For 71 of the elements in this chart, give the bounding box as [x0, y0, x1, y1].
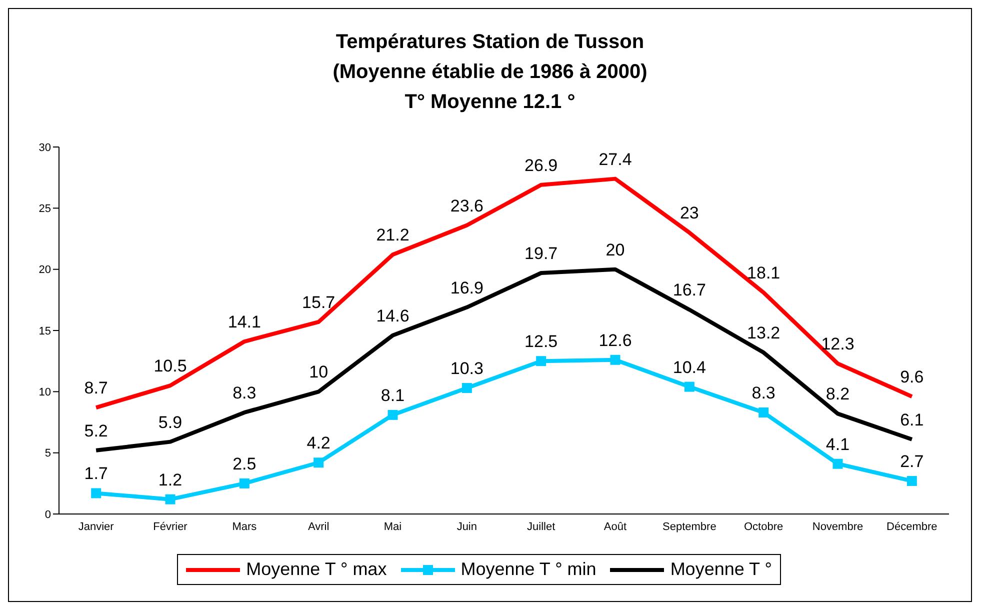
- data-label: 27.4: [598, 150, 632, 169]
- data-label: 8.7: [84, 378, 108, 398]
- x-tick-label: Décembre: [886, 520, 938, 533]
- data-label: 19.7: [524, 244, 558, 264]
- data-label: 4.2: [306, 434, 330, 453]
- data-label: 16.7: [672, 280, 706, 300]
- y-tick-label: 30: [38, 142, 51, 154]
- data-label: 2.7: [900, 452, 924, 471]
- data-label: 15.7: [302, 292, 336, 312]
- point: [239, 478, 250, 488]
- data-label: 6.1: [900, 410, 924, 430]
- data-label: 10.5: [154, 356, 187, 376]
- y-tick-label: 20: [38, 264, 51, 276]
- y-tick-label: 5: [44, 448, 51, 460]
- x-tick-label: Juin: [456, 520, 478, 533]
- point: [906, 476, 917, 486]
- data-label: 9.6: [900, 368, 924, 387]
- data-label: 14.1: [228, 312, 261, 332]
- y-tick-label: 15: [38, 325, 51, 338]
- x-tick-label: Février: [153, 520, 188, 533]
- data-label: 10.4: [672, 358, 706, 377]
- x-tick-label: Octobre: [744, 520, 784, 533]
- data-label: 10: [309, 362, 328, 382]
- data-label: 8.3: [752, 383, 776, 402]
- x-tick-label: Juillet: [527, 520, 556, 533]
- data-label: 26.9: [524, 156, 558, 175]
- point: [165, 494, 176, 504]
- chart-title: Températures Station de Tusson (Moyenne établie de 1986 à 2000) T° Moyenne 12.1 °: [332, 30, 648, 115]
- point: [388, 410, 398, 420]
- data-label: 23: [680, 204, 699, 223]
- point: [462, 382, 472, 393]
- point: [536, 356, 546, 366]
- data-label: 4.1: [826, 434, 850, 454]
- legend-label: Moyenne T ° max: [245, 559, 387, 580]
- data-label: 14.6: [376, 306, 410, 326]
- x-tick-label: Septembre: [662, 520, 716, 533]
- point: [832, 458, 843, 469]
- point: [610, 354, 620, 365]
- data-label: 8.2: [826, 384, 850, 404]
- data-label: 10.3: [450, 358, 484, 378]
- data-label: 2.5: [232, 454, 256, 474]
- x-tick-label: Août: [604, 520, 627, 533]
- data-label: 12.6: [598, 330, 632, 350]
- x-tick-label: Mars: [232, 520, 258, 533]
- point: [91, 488, 102, 498]
- x-tick-label: Mai: [384, 520, 402, 533]
- data-label: 23.6: [450, 196, 484, 216]
- data-label: 5.9: [158, 412, 182, 432]
- data-label: 8.3: [232, 383, 256, 402]
- legend-label: Moyenne T °: [669, 559, 772, 580]
- data-label: 5.2: [84, 421, 108, 440]
- y-tick-label: 10: [38, 386, 51, 399]
- x-tick-label: Novembre: [812, 520, 864, 533]
- data-label: 8.1: [380, 386, 405, 405]
- data-label: 21.2: [376, 226, 410, 245]
- data-label: 13.2: [747, 324, 780, 343]
- point: [314, 458, 324, 468]
- point: [684, 382, 694, 392]
- legend-label: Moyenne T ° min: [460, 559, 596, 580]
- data-label: 16.9: [450, 278, 484, 298]
- data-label: 1.2: [158, 470, 182, 490]
- data-label: 18.1: [747, 264, 780, 283]
- x-tick-label: Janvier: [78, 520, 114, 533]
- y-tick-label: 25: [38, 203, 51, 216]
- data-label: 12.3: [821, 334, 854, 354]
- y-tick-label: 0: [44, 508, 51, 521]
- data-label: 20: [606, 240, 625, 260]
- x-tick-label: Avril: [308, 520, 330, 533]
- data-label: 12.5: [524, 332, 558, 352]
- data-label: 1.7: [84, 464, 108, 484]
- point: [758, 407, 769, 418]
